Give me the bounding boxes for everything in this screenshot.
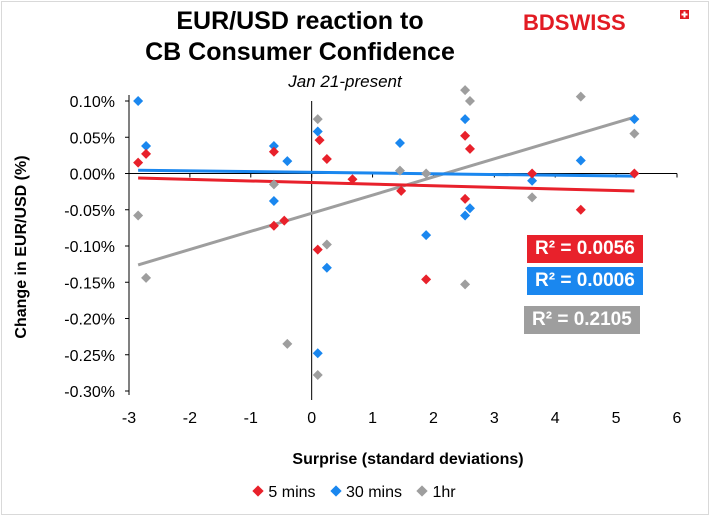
x-tick-label: -3	[122, 410, 136, 427]
point-30-mins	[321, 262, 332, 273]
point-30-mins	[268, 140, 279, 151]
x-tick-label: 1	[368, 410, 377, 427]
point-1hr	[460, 279, 471, 290]
tick-labels: 0.10% 0.05% 0.00% -0.05% -0.10% -0.15% -0.20% -…	[64, 94, 681, 427]
point-30-mins	[141, 140, 152, 151]
point-5-mins	[268, 146, 279, 157]
r2-label-5-mins: R² = 0.0056	[527, 235, 643, 263]
x-tick-label: 3	[490, 410, 499, 427]
x-tick-label: 6	[673, 410, 682, 427]
point-30-mins	[527, 175, 538, 186]
point-1hr	[321, 239, 332, 250]
chart-subtitle: Jan 21-present	[288, 72, 402, 91]
data-points	[133, 85, 640, 381]
y-tick-label: 0.00%	[70, 167, 115, 184]
y-tick-label: -0.05%	[64, 203, 115, 220]
bdswiss-logo: BDSWISS	[523, 10, 626, 35]
x-tick-label: 2	[429, 410, 438, 427]
point-1hr	[133, 210, 144, 221]
point-30-mins	[133, 96, 144, 106]
point-5-mins	[314, 135, 325, 146]
legend-item-1hr: 1hr	[416, 484, 456, 502]
x-tick-label: -2	[183, 410, 197, 427]
point-30-mins	[460, 210, 471, 221]
y-tick-label: 0.05%	[70, 130, 115, 147]
y-tick-label: 0.10%	[70, 94, 115, 111]
point-5-mins	[321, 154, 332, 164]
chart-title: EUR/USD reaction to CB Consumer Confiden…	[0, 6, 600, 68]
y-tick-label: -0.10%	[64, 239, 115, 256]
x-axis-label: Surprise (standard deviations)	[292, 451, 524, 468]
point-1hr	[421, 168, 432, 179]
point-5-mins	[268, 220, 279, 231]
point-30-mins	[575, 155, 586, 166]
point-30-mins	[421, 230, 432, 241]
legend-marker-30-mins	[330, 485, 342, 497]
point-30-mins	[629, 114, 640, 125]
point-5-mins	[133, 157, 144, 168]
point-5-mins	[527, 168, 538, 179]
point-5-mins	[279, 215, 290, 226]
point-1hr	[282, 338, 293, 349]
point-5-mins	[312, 244, 323, 255]
point-1hr	[575, 91, 586, 102]
point-5-mins	[396, 185, 407, 196]
x-tick-label: 5	[612, 410, 621, 427]
y-tick-label: -0.25%	[64, 348, 115, 365]
r2-label-1hr: R² = 0.2105	[524, 306, 640, 334]
x-tick-label: -1	[244, 410, 258, 427]
x-tick-label: 0	[307, 410, 316, 427]
legend-marker-1hr	[416, 485, 429, 497]
legend-item-5-mins: 5 mins	[252, 484, 316, 502]
legend-label-5-mins: 5 mins	[268, 484, 316, 501]
point-1hr	[394, 165, 405, 176]
point-1hr	[268, 179, 279, 190]
y-tick-label: -0.15%	[64, 275, 115, 292]
legend-label-1hr: 1hr	[432, 484, 456, 501]
trendlines	[137, 115, 635, 267]
trendline-5-mins	[138, 176, 635, 193]
point-1hr	[460, 85, 471, 96]
point-5-mins	[575, 204, 586, 215]
point-5-mins	[464, 143, 475, 154]
point-30-mins	[394, 138, 405, 149]
x-tick-label: 4	[551, 410, 560, 427]
point-5-mins	[460, 193, 471, 204]
point-5-mins	[141, 148, 152, 159]
point-1hr	[312, 370, 323, 381]
title-line-2: CB Consumer Confidence	[145, 38, 455, 66]
point-5-mins	[347, 174, 358, 185]
legend-item-30-mins: 30 mins	[330, 484, 403, 502]
trendline-1hr	[137, 115, 635, 267]
point-1hr	[629, 128, 640, 139]
r2-label-30-mins: R² = 0.0006	[527, 267, 643, 295]
title-line-1: EUR/USD reaction to	[176, 7, 424, 35]
y-tick-label: -0.30%	[64, 384, 115, 401]
legend-marker-5-mins	[252, 485, 265, 497]
point-30-mins	[460, 114, 471, 125]
point-1hr	[527, 192, 538, 203]
legend: 5 mins 30 mins 1hr	[0, 484, 710, 502]
point-5-mins	[460, 130, 471, 141]
point-1hr	[464, 96, 475, 106]
point-30-mins	[312, 126, 323, 137]
swiss-cross-icon	[680, 10, 689, 19]
y-tick-label: -0.20%	[64, 312, 115, 329]
point-30-mins	[282, 156, 293, 167]
trendline-30-mins	[138, 168, 635, 178]
point-30-mins	[312, 348, 323, 359]
point-1hr	[141, 272, 152, 283]
point-30-mins	[464, 203, 475, 214]
point-5-mins	[629, 168, 640, 179]
point-5-mins	[421, 274, 432, 285]
point-1hr	[312, 114, 323, 125]
legend-label-30-mins: 30 mins	[345, 484, 403, 501]
point-30-mins	[268, 196, 279, 207]
